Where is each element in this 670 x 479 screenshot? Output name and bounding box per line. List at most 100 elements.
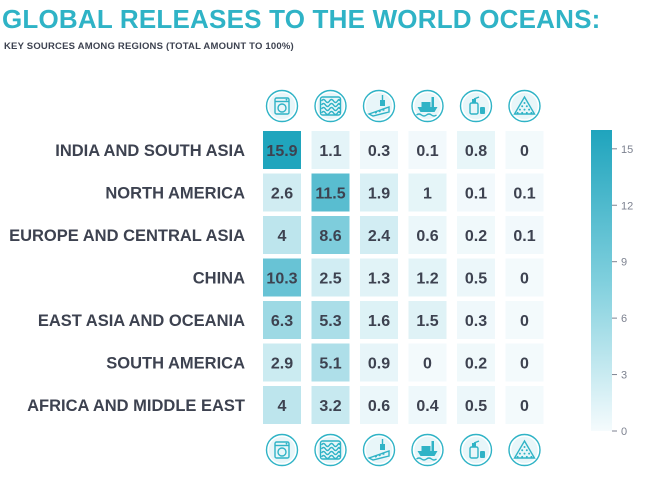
row-label: AFRICA AND MIDDLE EAST xyxy=(27,397,245,415)
pellet-icon xyxy=(508,89,541,123)
road-marking-icon xyxy=(362,89,396,123)
heatmap-cell xyxy=(408,258,447,297)
heatmap-cell xyxy=(457,173,495,212)
cell-value: 0.1 xyxy=(513,186,535,203)
row-label: NORTH AMERICA xyxy=(105,185,245,203)
cell-value: 2.4 xyxy=(368,228,390,245)
colorbar-tick-label: 9 xyxy=(621,257,627,269)
heatmap-cell xyxy=(263,386,301,424)
heatmap-cell xyxy=(408,216,447,254)
cell-value: 4 xyxy=(278,228,287,245)
heatmap-cell xyxy=(457,386,495,424)
cell-value: 0.4 xyxy=(416,398,438,415)
heatmap-cell xyxy=(263,173,301,212)
cell-value: 0.5 xyxy=(465,398,487,415)
heatmap-cell xyxy=(263,258,301,297)
heatmap-cell xyxy=(360,301,398,339)
heatmap-cell xyxy=(311,386,350,424)
cell-value: 0.8 xyxy=(465,143,487,160)
heatmap-cell xyxy=(360,173,398,212)
cell-value: 5.3 xyxy=(319,313,341,330)
heatmap-cell xyxy=(457,301,495,339)
cell-value: 0.9 xyxy=(368,356,390,373)
cell-value: 0.1 xyxy=(513,228,535,245)
chart-subtitle: KEY SOURCES AMONG REGIONS (TOTAL AMOUNT … xyxy=(4,41,294,52)
row-label: EUROPE AND CENTRAL ASIA xyxy=(9,227,245,245)
heatmap-cell xyxy=(457,258,495,297)
heatmap-cell xyxy=(360,258,398,297)
heatmap-cell xyxy=(263,216,301,254)
heatmap-cell xyxy=(263,131,301,169)
road-marking-icon xyxy=(362,433,396,467)
colorbar-tick-label: 15 xyxy=(621,144,633,156)
ship-icon xyxy=(411,89,444,123)
heatmap-cell xyxy=(457,343,495,382)
heatmap-cell xyxy=(311,258,350,297)
cell-value: 0.1 xyxy=(465,186,487,203)
cosmetics-icon xyxy=(459,433,493,467)
heatmap-cell xyxy=(360,386,398,424)
cell-value: 6.3 xyxy=(271,313,293,330)
cell-value: 4 xyxy=(278,398,287,415)
cell-value: 0.3 xyxy=(368,143,390,160)
column-icons-bottom xyxy=(265,433,541,467)
cell-value: 0 xyxy=(520,398,529,415)
cell-value: 2.6 xyxy=(271,186,293,203)
cell-value: 0 xyxy=(520,313,529,330)
cell-value: 0.2 xyxy=(465,228,487,245)
washing-machine-icon xyxy=(265,89,299,123)
cell-value: 5.1 xyxy=(319,356,341,373)
cell-value: 2.5 xyxy=(319,271,341,288)
row-label: EAST ASIA AND OCEANIA xyxy=(38,312,245,330)
cell-value: 1.3 xyxy=(368,271,390,288)
cell-value: 10.3 xyxy=(266,271,297,288)
colorbar-tick-label: 3 xyxy=(621,370,627,382)
cell-value: 0.5 xyxy=(465,271,487,288)
heatmap-cell xyxy=(311,216,350,254)
heatmap-cell xyxy=(263,301,301,339)
heatmap-cell xyxy=(505,386,544,424)
row-labels: INDIA AND SOUTH ASIA NORTH AMERICA EUROPE … xyxy=(9,142,245,415)
heatmap-cell xyxy=(360,131,398,169)
cell-value: 0.6 xyxy=(368,398,390,415)
cell-value: 1.2 xyxy=(416,271,438,288)
heatmap-cells: 15.9 1.1 0.3 0.1 0.8 0 2.6 11.5 1.9 1 0.1 0.1 4 8.6 2.… xyxy=(263,131,544,424)
cell-value: 0 xyxy=(520,143,529,160)
heatmap-cell xyxy=(263,343,301,382)
cell-value: 2.9 xyxy=(271,356,293,373)
row-label: CHINA xyxy=(193,270,245,288)
heatmap-cell xyxy=(457,131,495,169)
chart-title: GLOBAL RELEASES TO THE WORLD OCEANS: xyxy=(2,4,601,34)
heatmap-cell xyxy=(457,216,495,254)
cell-value: 1 xyxy=(423,186,432,203)
cell-value: 1.9 xyxy=(368,186,390,203)
colorbar-tick-label: 12 xyxy=(621,200,633,212)
heatmap-cell xyxy=(505,131,544,169)
heatmap-cell xyxy=(311,173,350,212)
pellet-icon xyxy=(508,433,541,467)
colorbar-tick-label: 6 xyxy=(621,313,627,325)
colorbar-gradient xyxy=(591,130,612,431)
heatmap-cell xyxy=(408,301,447,339)
heatmap-cell xyxy=(360,216,398,254)
cell-value: 15.9 xyxy=(266,143,297,160)
cell-value: 3.2 xyxy=(319,398,341,415)
heatmap-cell xyxy=(311,301,350,339)
cell-value: 0 xyxy=(520,356,529,373)
cell-value: 1.6 xyxy=(368,313,390,330)
cell-value: 1.1 xyxy=(319,143,341,160)
ship-icon xyxy=(411,433,444,467)
cell-value: 8.6 xyxy=(319,228,341,245)
heatmap-cell xyxy=(408,173,447,212)
tire-icon xyxy=(314,433,347,467)
cell-value: 0.6 xyxy=(416,228,438,245)
washing-machine-icon xyxy=(265,433,299,467)
cell-value: 0.3 xyxy=(465,313,487,330)
cell-value: 0 xyxy=(423,356,432,373)
colorbar-tick-label: 0 xyxy=(621,426,627,438)
cell-value: 0.1 xyxy=(416,143,438,160)
heatmap-cell xyxy=(408,386,447,424)
heatmap-cell xyxy=(408,131,447,169)
heatmap-cell xyxy=(505,258,544,297)
